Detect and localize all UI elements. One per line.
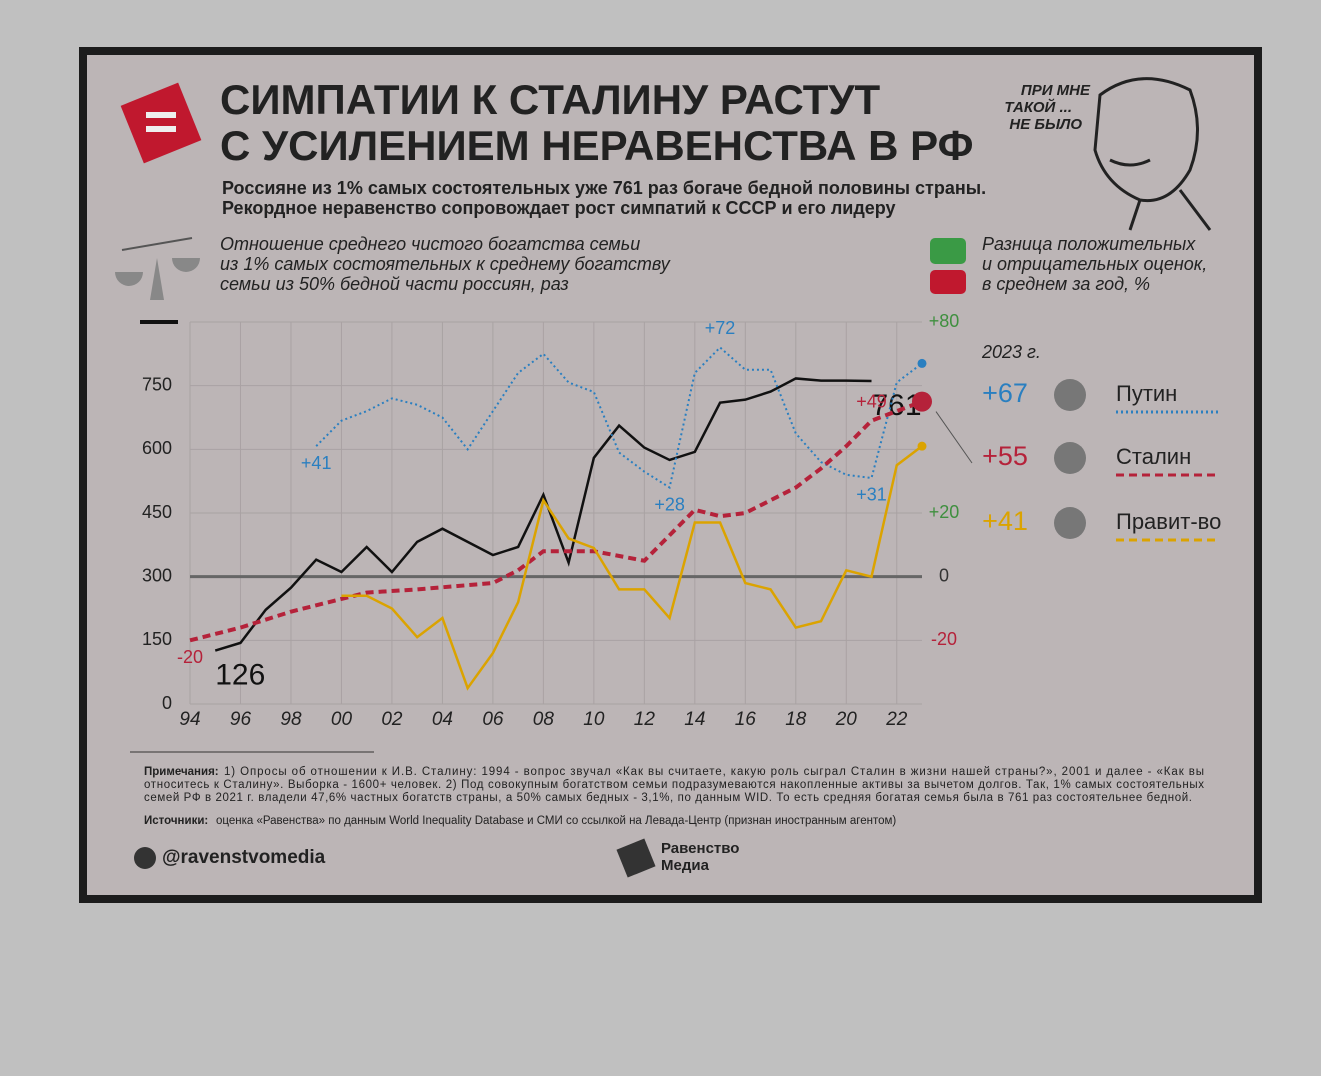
panel xyxy=(79,47,1262,903)
y-tick-label: 300 xyxy=(142,565,172,585)
data-label: +41 xyxy=(301,453,332,473)
legend-icon xyxy=(1054,442,1086,474)
x-tick-label: 18 xyxy=(785,709,807,730)
x-tick-label: 14 xyxy=(684,709,705,730)
legend-icon xyxy=(1054,379,1086,411)
legend-value: +67 xyxy=(982,378,1028,408)
y2-tick-label: -20 xyxy=(931,629,957,649)
brand-logo xyxy=(616,838,656,878)
quote: ТАКОЙ ... xyxy=(1004,98,1072,116)
y-axis-label: семьи из 50% бедной части россиян, раз xyxy=(220,274,569,294)
y2-axis-label: в среднем за год, % xyxy=(982,274,1150,294)
data-label: 126 xyxy=(215,658,265,691)
y-tick-label: 600 xyxy=(142,438,172,458)
legend-label: Правит-во xyxy=(1116,509,1221,534)
legend-label: Сталин xyxy=(1116,444,1191,469)
quote: НЕ БЫЛО xyxy=(1009,116,1082,133)
y2-axis-label: и отрицательных оценок, xyxy=(982,254,1207,274)
x-tick-label: 00 xyxy=(331,709,353,730)
x-tick-label: 02 xyxy=(381,709,403,730)
data-label: +72 xyxy=(705,318,736,338)
x-tick-label: 10 xyxy=(583,709,605,730)
y-tick-label: 450 xyxy=(142,502,172,522)
series-line xyxy=(315,346,923,490)
x-tick-label: 16 xyxy=(735,709,757,730)
title: С УСИЛЕНИЕМ НЕРАВЕНСТВА В РФ xyxy=(220,122,973,169)
logo xyxy=(120,82,202,164)
x-tick-label: 98 xyxy=(280,709,302,730)
subtitle: Рекордное неравенство сопровождает рост … xyxy=(222,198,896,218)
x-tick-label: 22 xyxy=(885,709,908,730)
notes-label: Примечания: xyxy=(144,766,219,778)
y-tick-label: 750 xyxy=(142,374,172,394)
end-dot xyxy=(912,391,932,412)
connector xyxy=(935,411,973,464)
title: СИМПАТИИ К СТАЛИНУ РАСТУТ xyxy=(220,76,881,123)
sources-label: Источники: xyxy=(144,815,208,827)
y2-tick-label: +80 xyxy=(929,311,960,331)
data-label: +49 xyxy=(856,391,887,411)
x-tick-label: 04 xyxy=(432,709,453,730)
y-axis-label: Отношение среднего чистого богатства сем… xyxy=(220,234,640,254)
end-dot xyxy=(917,441,927,451)
legend-value: +55 xyxy=(982,441,1028,471)
y2-axis-label: Разница положительных xyxy=(982,234,1196,254)
sources: оценка «Равенства» по данным World Inequ… xyxy=(216,815,896,827)
data-label: +28 xyxy=(654,494,685,514)
legend-label: Путин xyxy=(1116,381,1177,406)
scales-icon xyxy=(115,237,200,300)
notes: относитесь к Сталину». Выборка - 1600+ ч… xyxy=(144,779,1204,791)
y2-tick-label: 0 xyxy=(939,565,949,585)
quote: ПРИ МНЕ xyxy=(1021,82,1091,99)
series-line xyxy=(341,445,923,691)
y2-tick-label: +20 xyxy=(929,502,960,522)
brand: Медиа xyxy=(661,857,710,874)
end-dot xyxy=(917,358,927,368)
thumb-icons xyxy=(930,238,966,294)
x-tick-label: 94 xyxy=(179,709,200,730)
legend-title: 2023 г. xyxy=(981,342,1041,362)
notes: семей РФ в 2021 г. владели 47,6% частных… xyxy=(144,792,1192,804)
series-line xyxy=(214,377,872,652)
y-tick-label: 150 xyxy=(142,629,172,649)
x-tick-label: 12 xyxy=(634,709,656,730)
handle: @ravenstvomedia xyxy=(162,847,326,868)
y-axis-label: из 1% самых состоятельных к среднему бог… xyxy=(220,254,671,274)
telegram-icon xyxy=(134,847,156,869)
x-tick-label: 20 xyxy=(835,709,858,730)
brand: Равенство xyxy=(661,840,739,857)
y-tick-label: 0 xyxy=(162,693,172,713)
series-line xyxy=(189,399,923,643)
legend-icon xyxy=(1054,507,1086,539)
x-tick-label: 96 xyxy=(230,709,252,730)
data-label: +31 xyxy=(856,485,887,505)
x-tick-label: 08 xyxy=(533,709,555,730)
x-tick-label: 06 xyxy=(482,709,504,730)
subtitle: Россияне из 1% самых состоятельных уже 7… xyxy=(222,178,986,198)
legend-value: +41 xyxy=(982,506,1028,536)
notes: 1) Опросы об отношении к И.В. Сталину: 1… xyxy=(224,766,1204,778)
portrait xyxy=(1093,77,1212,231)
data-label: -20 xyxy=(177,647,203,667)
